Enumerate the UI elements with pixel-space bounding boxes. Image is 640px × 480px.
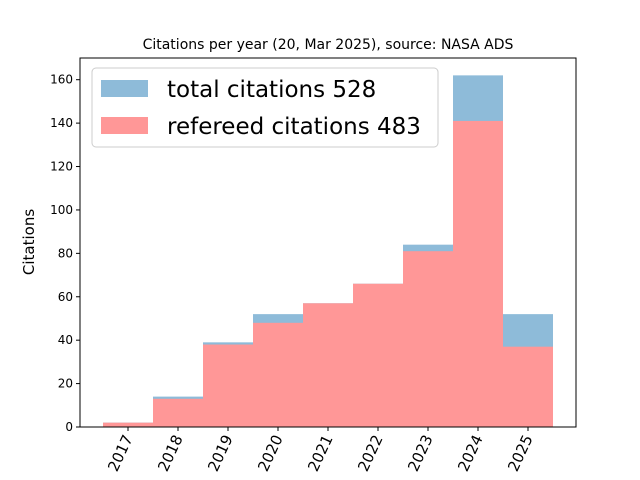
y-tick-label: 80 xyxy=(58,246,73,260)
bar-refereed-2024 xyxy=(453,120,503,428)
bar-refereed-2023 xyxy=(403,251,453,427)
bars-layer xyxy=(103,75,553,428)
x-tick-label: 2024 xyxy=(454,432,486,474)
y-tick-label: 100 xyxy=(50,203,73,217)
bar-refereed-2019 xyxy=(203,344,253,427)
y-tick-label: 0 xyxy=(65,420,73,434)
bar-refereed-2018 xyxy=(153,398,203,427)
y-tick-label: 20 xyxy=(58,377,73,391)
x-tick-label: 2017 xyxy=(104,432,136,474)
bar-refereed-2017 xyxy=(103,422,153,427)
x-tick-label: 2025 xyxy=(504,432,536,474)
x-tick-label: 2021 xyxy=(304,432,336,474)
y-tick-label: 60 xyxy=(58,290,73,304)
bar-refereed-2021 xyxy=(303,303,353,427)
x-tick-label: 2019 xyxy=(204,432,236,474)
legend-swatch xyxy=(101,80,148,97)
bar-refereed-2025 xyxy=(503,346,553,427)
x-tick-label: 2023 xyxy=(404,432,436,474)
x-tick-label: 2018 xyxy=(154,432,186,474)
legend-swatch xyxy=(101,117,148,134)
y-tick-label: 120 xyxy=(50,160,73,174)
legend: total citations 528 refereed citations 48… xyxy=(91,67,439,148)
x-tick-label: 2020 xyxy=(254,432,286,474)
y-axis-label: Citations xyxy=(20,209,38,275)
chart-title: Citations per year (20, Mar 2025), sourc… xyxy=(143,37,514,53)
legend-label: refereed citations 483 xyxy=(167,114,421,140)
y-tick-label: 40 xyxy=(58,333,73,347)
bar-refereed-2020 xyxy=(253,322,303,427)
y-tick-label: 140 xyxy=(50,116,73,130)
series-refereed xyxy=(103,120,553,428)
x-tick-label: 2022 xyxy=(354,432,386,474)
legend-box xyxy=(91,67,439,148)
bar-refereed-2022 xyxy=(353,283,403,427)
y-tick-label: 160 xyxy=(50,73,73,87)
legend-label: total citations 528 xyxy=(167,77,376,103)
